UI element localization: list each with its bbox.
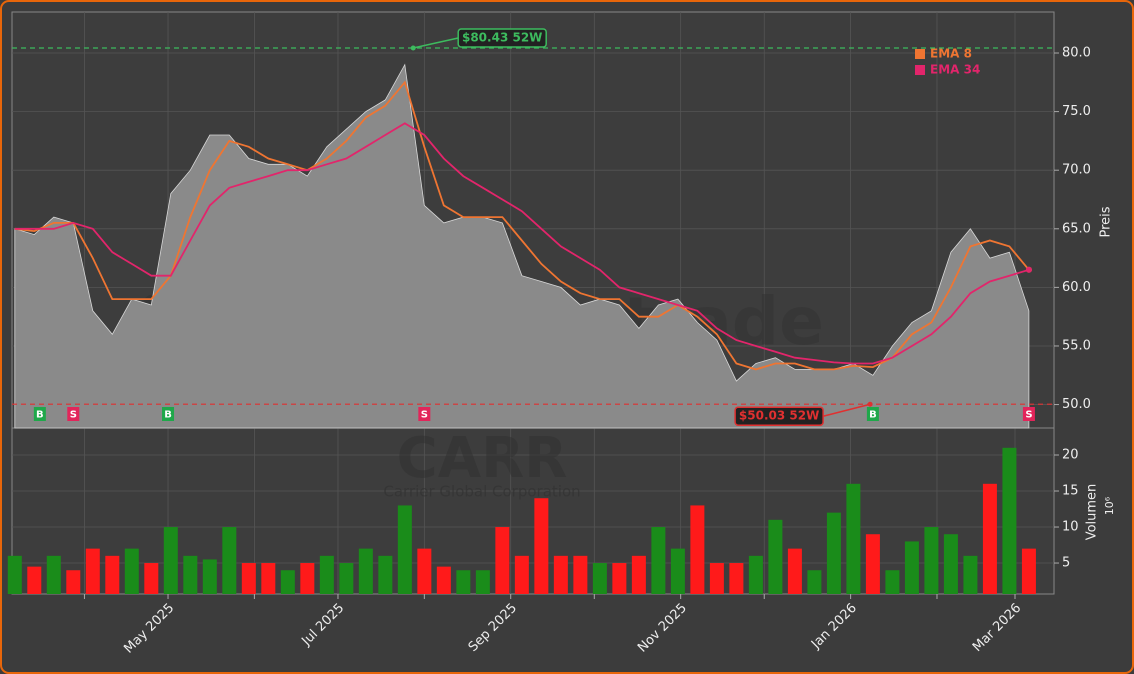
volume-bar	[85, 548, 100, 594]
y2-axis-exponent: 10⁶	[1103, 496, 1116, 515]
legend-label: EMA 8	[930, 47, 972, 61]
volume-bar	[456, 570, 471, 594]
volume-bar	[1002, 447, 1017, 594]
volume-bar	[846, 483, 861, 594]
volume-bar	[690, 505, 705, 594]
volume-bar	[339, 563, 354, 594]
ema-line	[14, 122, 1030, 365]
volume-bar	[495, 527, 510, 594]
volume-bar	[826, 512, 841, 594]
ema-line	[14, 80, 1030, 371]
y-tick-label: 70.0	[1062, 163, 1091, 178]
annotation-arrow	[822, 403, 871, 417]
volume-bar	[163, 527, 178, 594]
volume-bar	[612, 563, 627, 594]
y-tick-label: 50.0	[1062, 397, 1091, 412]
volume-bar	[534, 498, 549, 594]
volume-bar	[202, 559, 217, 594]
volume-bar	[592, 563, 607, 594]
volume-bar	[768, 519, 783, 594]
y-tick-label: 75.0	[1062, 104, 1091, 119]
y2-tick-label: 10	[1062, 520, 1079, 535]
signal-label: S	[70, 410, 77, 421]
volume-bar	[319, 555, 334, 594]
signal-label: S	[1025, 410, 1032, 421]
legend-swatch	[915, 65, 925, 75]
y2-axis-title: Volumen	[1085, 484, 1100, 541]
y2-tick-label: 5	[1062, 556, 1070, 571]
y2-tick-label: 15	[1062, 484, 1079, 499]
signal-label: B	[36, 410, 44, 421]
volume-bar	[982, 483, 997, 594]
volume-bar	[709, 563, 724, 594]
signal-marker	[866, 407, 879, 421]
annotation-label: $80.43 52W	[462, 30, 542, 44]
y-tick-label: 80.0	[1062, 46, 1091, 61]
volume-bar	[183, 555, 198, 594]
volume-bar	[378, 555, 393, 594]
signal-marker	[67, 407, 80, 421]
volume-bar	[1021, 548, 1036, 594]
y-tick-label: 60.0	[1062, 280, 1091, 295]
volume-bar	[261, 563, 276, 594]
volume-bar	[105, 555, 120, 594]
annotation-box	[734, 406, 824, 426]
signal-marker	[33, 407, 46, 421]
y-tick-label: 65.0	[1062, 221, 1091, 236]
volume-bar	[436, 566, 451, 594]
volume-bar	[46, 555, 61, 594]
y-axis-title: Preis	[1099, 206, 1114, 237]
volume-bar	[924, 527, 939, 594]
volume-bar	[222, 527, 237, 594]
plot: May 2025 Jul 2025 Sep 2025 Nov 2025 Jan 2026…	[7, 11, 1116, 657]
volume-bar	[807, 570, 822, 594]
signal-marker	[418, 407, 431, 421]
signal-marker	[1022, 407, 1035, 421]
volume-bar	[397, 505, 412, 594]
volume-bar	[963, 555, 978, 594]
volume-bar	[651, 527, 666, 594]
ticker-watermark: CARR	[397, 426, 568, 491]
legend-label: EMA 34	[930, 63, 980, 77]
annotation-label: $50.03 52W	[739, 409, 819, 423]
volume-bar	[553, 555, 568, 594]
volume-bar	[358, 548, 373, 594]
ema-end-dot	[1025, 266, 1032, 273]
annotation-box	[457, 28, 547, 48]
company-watermark: Carrier Global Corporation	[383, 483, 580, 501]
volume-bar	[865, 534, 880, 594]
signal-marker	[162, 407, 175, 421]
signal-label: B	[869, 410, 877, 421]
annotation-point	[410, 45, 416, 51]
y2-tick-label: 20	[1062, 448, 1079, 463]
volume-bar	[670, 548, 685, 594]
legend-swatch	[915, 49, 925, 59]
signal-label: S	[421, 410, 428, 421]
volume-bar	[885, 570, 900, 594]
annotation-point	[867, 401, 873, 407]
volume-bar	[631, 555, 646, 594]
volume-bar	[514, 555, 529, 594]
price-area	[14, 63, 1030, 429]
volume-bar	[241, 563, 256, 594]
volume-bar	[943, 534, 958, 594]
volume-bar	[904, 541, 919, 594]
volume-bar	[66, 570, 81, 594]
volume-bar	[300, 563, 315, 594]
volume-bar	[27, 566, 42, 594]
volume-bar	[475, 570, 490, 594]
volume-bar	[573, 555, 588, 594]
volume-bar	[280, 570, 295, 594]
signal-label: B	[164, 410, 172, 421]
volume-bar	[144, 563, 159, 594]
volume-bar	[7, 555, 22, 594]
volume-bar	[417, 548, 432, 594]
volume-bar	[124, 548, 139, 594]
volume-bar	[787, 548, 802, 594]
volume-bar	[748, 555, 763, 594]
y-tick-label: 55.0	[1062, 338, 1091, 353]
annotation-arrow	[413, 37, 459, 49]
volume-bar	[729, 563, 744, 594]
